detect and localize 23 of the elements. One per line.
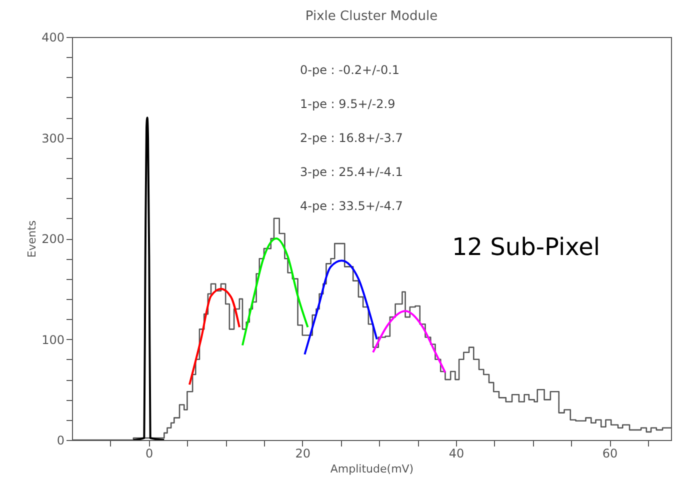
x-tick-label: 20 <box>295 446 311 460</box>
x-tick-label: 0 <box>145 446 154 460</box>
chart-title: Pixle Cluster Module <box>305 9 438 24</box>
x-axis-title: Amplitude(mV) <box>330 462 414 476</box>
y-tick-label: 100 <box>42 332 64 347</box>
y-tick-label: 300 <box>42 131 64 146</box>
x-tick-label: 60 <box>602 446 618 460</box>
line-series <box>372 310 446 374</box>
annotation: 0-pe : -0.2+/-0.1 <box>300 63 400 77</box>
line-series <box>188 288 240 386</box>
annotation: 4-pe : 33.5+/-4.7 <box>300 199 403 213</box>
annotation: 12 Sub-Pixel <box>452 233 600 261</box>
line-series <box>241 238 309 346</box>
annotation: 3-pe : 25.4+/-4.1 <box>300 165 403 179</box>
line-series <box>132 116 166 440</box>
annotation: 1-pe : 9.5+/-2.9 <box>300 97 396 111</box>
line-series <box>304 260 378 356</box>
y-tick-label: 200 <box>42 232 64 246</box>
annotation: 2-pe : 16.8+/-3.7 <box>300 131 403 145</box>
y-tick-label: 400 <box>42 30 64 44</box>
y-axis-title: Events <box>26 220 39 258</box>
y-tick-label: 0 <box>56 434 64 448</box>
x-tick-label: 40 <box>448 446 464 460</box>
